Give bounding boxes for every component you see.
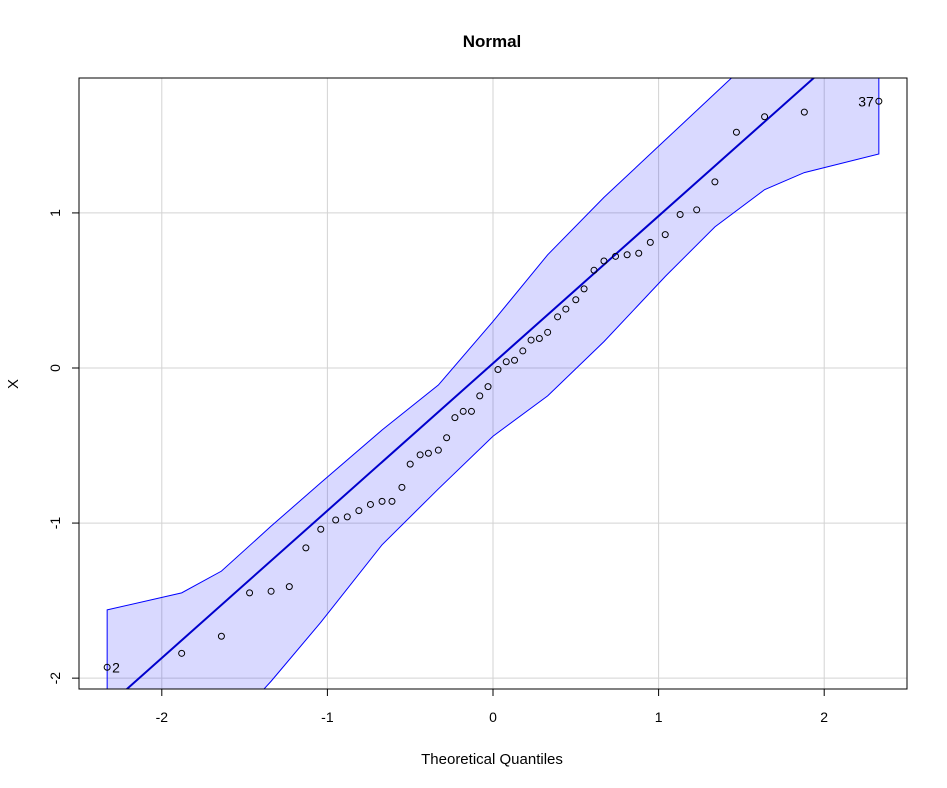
x-tick-label: -1 <box>321 709 334 725</box>
chart-title: Normal <box>463 32 522 51</box>
data-point <box>285 583 293 591</box>
y-tick-label: -1 <box>47 517 63 530</box>
data-point <box>761 113 769 121</box>
data-point <box>580 285 588 293</box>
data-point <box>459 407 467 415</box>
data-point <box>572 296 580 304</box>
data-points <box>103 97 883 671</box>
data-point <box>217 632 225 640</box>
data-point <box>676 210 684 218</box>
data-point <box>366 500 374 508</box>
data-point <box>484 383 492 391</box>
x-axis: -2 -1 0 1 2 <box>156 688 828 725</box>
data-point <box>416 451 424 459</box>
data-point <box>378 497 386 505</box>
data-point <box>103 663 111 671</box>
x-tick-label: 2 <box>820 709 828 725</box>
data-point <box>693 206 701 214</box>
y-tick-label: 1 <box>47 209 63 217</box>
data-point <box>590 266 598 274</box>
data-point <box>800 108 808 116</box>
data-point <box>875 97 883 105</box>
x-axis-label: Theoretical Quantiles <box>421 751 563 768</box>
data-point <box>267 587 275 595</box>
y-axis: -2 -1 0 1 <box>47 209 80 685</box>
data-point <box>494 366 502 374</box>
x-tick-label: -2 <box>156 709 169 725</box>
x-tick-label: 0 <box>489 709 497 725</box>
data-point <box>467 407 475 415</box>
data-point <box>554 313 562 321</box>
grid-lines <box>79 78 907 689</box>
data-point <box>332 516 340 524</box>
data-point <box>355 507 363 515</box>
data-point <box>406 460 414 468</box>
data-point <box>661 231 669 239</box>
y-tick-label: 0 <box>47 364 63 372</box>
data-point <box>544 328 552 336</box>
data-point <box>535 335 543 343</box>
data-point <box>600 257 608 265</box>
point-labels: 2 37 <box>112 93 874 675</box>
data-point <box>388 497 396 505</box>
data-point <box>612 252 620 260</box>
data-point <box>635 249 643 257</box>
data-point <box>246 589 254 597</box>
data-point <box>562 305 570 313</box>
x-tick-label: 1 <box>655 709 663 725</box>
data-point <box>434 446 442 454</box>
data-point <box>711 178 719 186</box>
data-point <box>317 525 325 533</box>
data-point <box>646 238 654 246</box>
data-point <box>443 434 451 442</box>
y-tick-label: -2 <box>47 672 63 685</box>
data-point <box>511 356 519 364</box>
data-point <box>623 251 631 259</box>
data-point <box>527 336 535 344</box>
data-point <box>343 513 351 521</box>
data-point <box>178 649 186 657</box>
reference-line <box>125 78 816 689</box>
data-point <box>476 392 484 400</box>
data-point <box>398 483 406 491</box>
data-point <box>451 414 459 422</box>
data-point <box>519 347 527 355</box>
data-point <box>502 358 510 366</box>
data-point <box>732 128 740 136</box>
data-point <box>302 544 310 552</box>
point-label: 37 <box>858 93 874 109</box>
data-point <box>424 449 432 457</box>
point-label: 2 <box>112 659 120 675</box>
y-axis-label: X <box>5 379 22 389</box>
